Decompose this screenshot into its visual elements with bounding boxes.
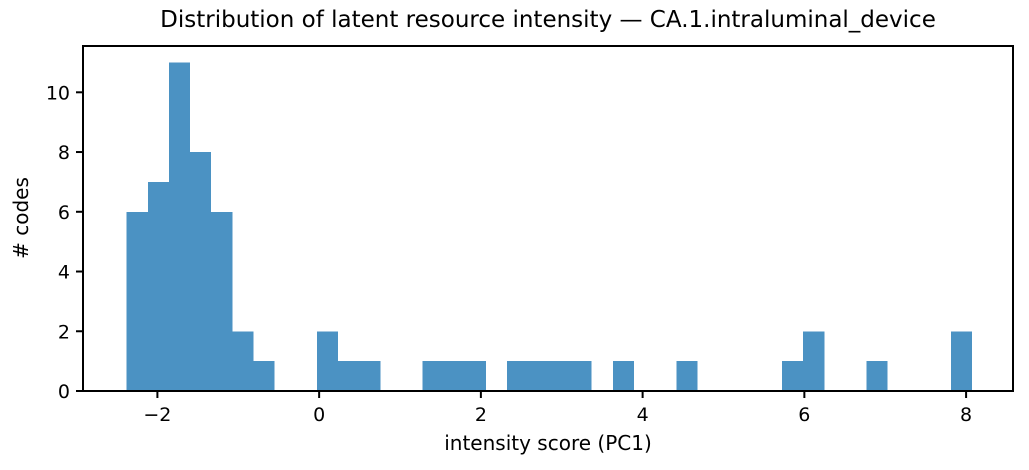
y-axis-label: # codes xyxy=(9,177,33,259)
histogram-bar xyxy=(422,361,444,391)
y-tick-label: 10 xyxy=(46,82,70,104)
histogram-bar xyxy=(168,62,191,392)
x-tick-label: 8 xyxy=(960,404,972,426)
histogram-bar xyxy=(211,211,233,391)
histogram-bar xyxy=(951,331,973,391)
histogram-bar xyxy=(126,211,148,391)
plot-frame xyxy=(82,45,1014,392)
histogram-bar xyxy=(676,361,698,391)
histogram-bar xyxy=(190,152,212,391)
y-tick-label: 6 xyxy=(58,202,70,224)
x-tick-label: −2 xyxy=(143,404,171,426)
histogram-bar xyxy=(316,331,339,391)
x-tick-label: 4 xyxy=(637,404,649,426)
y-tick-label: 0 xyxy=(58,381,70,403)
x-tick-label: 0 xyxy=(313,404,325,426)
histogram-bar xyxy=(443,361,465,391)
x-tick-label: 6 xyxy=(798,404,810,426)
y-tick-label: 2 xyxy=(58,321,70,343)
histogram-bar xyxy=(570,361,592,391)
histogram-bar xyxy=(464,361,487,391)
histogram-bar xyxy=(507,361,529,391)
y-tick-label: 8 xyxy=(58,142,70,164)
chart-title: Distribution of latent resource intensit… xyxy=(160,7,936,33)
histogram-bar xyxy=(147,181,169,391)
histogram-bar xyxy=(612,361,635,391)
histogram-bar xyxy=(338,361,360,391)
x-axis-label: intensity score (PC1) xyxy=(444,431,652,455)
histogram-bar xyxy=(803,331,825,391)
histogram-bar xyxy=(232,331,254,391)
x-tick-label: 2 xyxy=(475,404,487,426)
histogram-bar xyxy=(549,361,571,391)
histogram-bar xyxy=(866,361,888,391)
histogram-bar xyxy=(528,361,550,391)
histogram-bar xyxy=(359,361,381,391)
histogram-bar xyxy=(781,361,804,391)
histogram-bar xyxy=(253,361,275,391)
y-tick-label: 4 xyxy=(58,262,70,284)
